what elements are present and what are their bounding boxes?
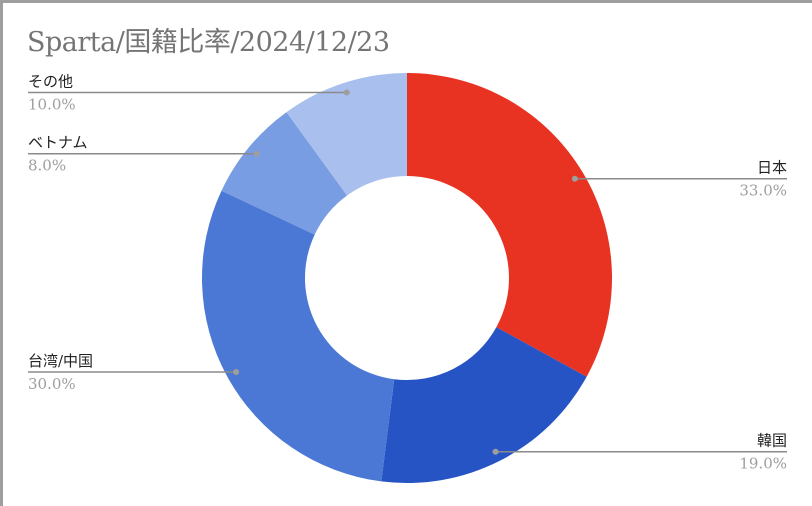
- slice-label: 台湾/中国: [28, 352, 93, 370]
- slice-4[interactable]: [286, 73, 407, 196]
- leader-dot: [571, 175, 578, 182]
- slice-2[interactable]: [202, 190, 395, 482]
- slice-0[interactable]: [407, 73, 612, 377]
- slice-value-label: 10.0%: [28, 96, 76, 114]
- leader-dot: [343, 89, 350, 96]
- slice-value-label: 8.0%: [28, 157, 66, 175]
- slice-1[interactable]: [381, 327, 587, 484]
- slice-value-label: 33.0%: [739, 182, 787, 200]
- chart-title: Sparta/国籍比率/2024/12/23: [27, 27, 390, 58]
- slice-3[interactable]: [221, 112, 348, 235]
- leader-dot: [253, 150, 260, 157]
- slice-label: 日本: [757, 159, 787, 177]
- slice-label: ベトナム: [28, 134, 88, 152]
- leader-dot: [492, 448, 499, 455]
- slice-label: 韓国: [757, 432, 787, 450]
- slice-value-label: 19.0%: [739, 455, 787, 473]
- leader-dot: [233, 368, 240, 375]
- slice-value-label: 30.0%: [28, 375, 76, 393]
- slice-label: その他: [28, 73, 73, 91]
